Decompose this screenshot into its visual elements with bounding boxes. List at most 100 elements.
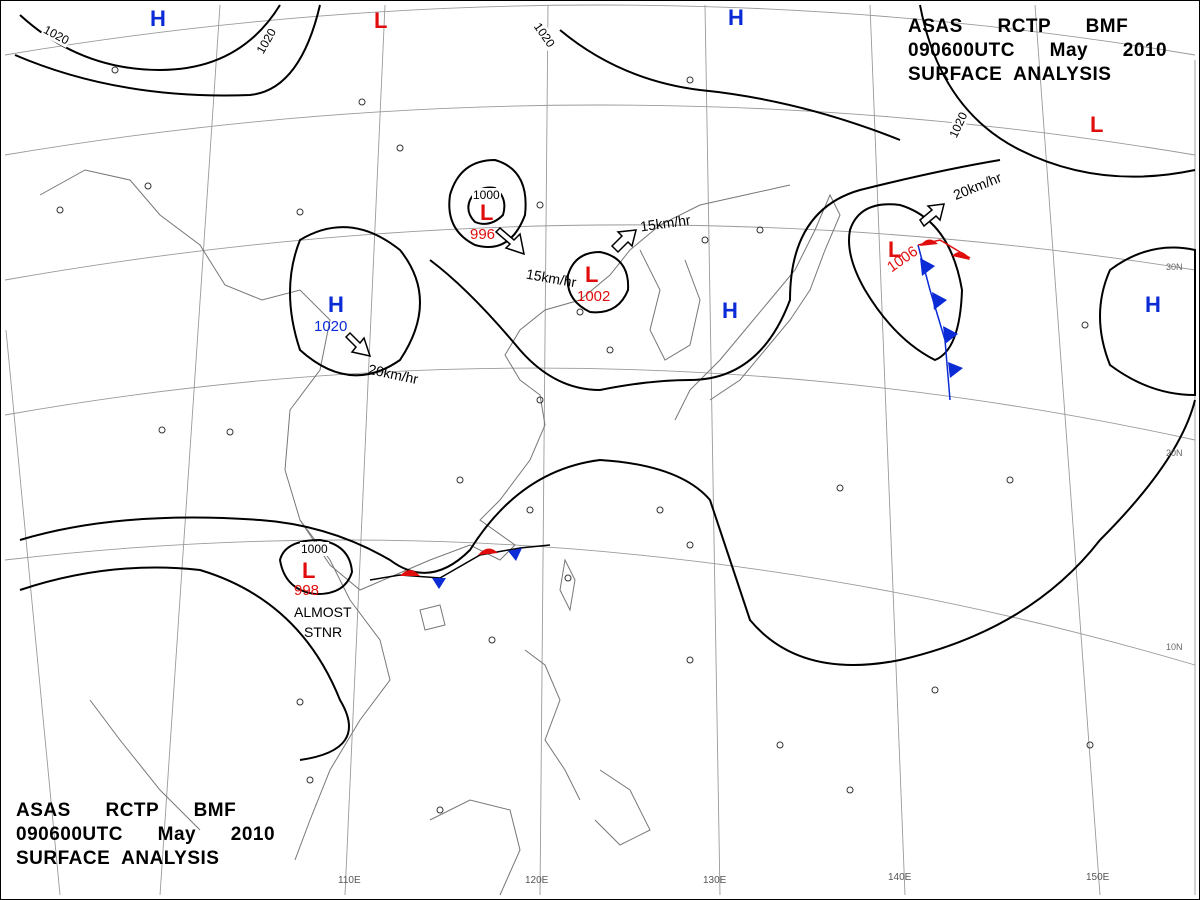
station-marker xyxy=(686,76,694,84)
stationary-annotation: ALMOST xyxy=(294,604,352,620)
station-marker xyxy=(701,236,709,244)
station-marker xyxy=(656,506,664,514)
cold-front-east-1 xyxy=(920,258,935,276)
stationary-front-line xyxy=(369,544,551,581)
arrow-high-1020 xyxy=(344,331,372,358)
header-agency: ASAS xyxy=(908,16,963,37)
coast-borneo xyxy=(429,799,521,896)
header-year: 2010 xyxy=(1122,40,1168,61)
station-marker xyxy=(836,484,844,492)
parallel-40n xyxy=(4,104,1196,156)
parallel-10n xyxy=(4,539,1196,666)
meridian-140e xyxy=(869,4,906,896)
station-marker xyxy=(56,206,64,214)
warm-front-east-2 xyxy=(952,251,970,260)
isobar-top-left-inner xyxy=(14,4,321,97)
high-pressure-marker: H xyxy=(728,5,744,30)
high-pressure-marker: H xyxy=(1145,292,1161,317)
meridian-130e xyxy=(704,4,721,896)
isobar-big-2 xyxy=(19,566,350,761)
isobar-1020-ne xyxy=(919,4,1196,178)
low-pressure-marker: L xyxy=(1090,112,1104,137)
meridian-120e xyxy=(539,4,549,896)
station-marker xyxy=(526,506,534,514)
cold-front-segment-2 xyxy=(508,548,522,561)
isobar-low-998 xyxy=(278,538,354,596)
isobar-low-north xyxy=(448,158,527,248)
station-marker xyxy=(296,208,304,216)
header-month: May xyxy=(157,824,197,845)
isobar-low-north-inner xyxy=(467,186,506,225)
parallel-30n xyxy=(4,224,1196,281)
station-marker xyxy=(686,656,694,664)
high-pressure-marker: H xyxy=(722,298,738,323)
isobars xyxy=(14,4,1196,761)
header-code: BMF xyxy=(193,800,237,821)
coast-indochina xyxy=(294,519,391,861)
coast-korea xyxy=(639,249,701,361)
longitude-label: 140E xyxy=(888,872,912,883)
station-marker xyxy=(606,346,614,354)
map-header-top: ASAS RCTP BMF 090600UTC May 2010 SURFACE… xyxy=(908,15,1167,87)
low-pressure-marker: L xyxy=(302,558,316,583)
longitude-label: 120E xyxy=(525,875,549,886)
station-marker xyxy=(536,396,544,404)
station-marker xyxy=(846,786,854,794)
isobar-label: 1000 xyxy=(472,188,501,202)
meridian-100e xyxy=(159,4,221,896)
header-line-1: ASAS RCTP BMF xyxy=(908,15,1167,39)
station-marker xyxy=(144,182,152,190)
arrow-low-1006 xyxy=(919,203,945,228)
isobar-low-1002 xyxy=(566,250,630,314)
low-pressure-value: 998 xyxy=(294,582,320,599)
station-marker xyxy=(576,308,584,316)
isobar-label: 1000 xyxy=(300,542,329,556)
coast-japan xyxy=(674,193,841,421)
station-marker xyxy=(1081,321,1089,329)
station-marker xyxy=(564,574,572,582)
parallel-20n xyxy=(4,367,1196,441)
graticule xyxy=(4,4,1196,896)
latitude-label: 20N xyxy=(1166,448,1183,458)
stationary-annotation: STNR xyxy=(304,624,343,640)
header-line-3: SURFACE ANALYSIS xyxy=(16,848,220,869)
station-marker xyxy=(776,741,784,749)
high-pressure-marker: H xyxy=(150,6,166,31)
header-station: RCTP xyxy=(997,16,1051,37)
station-marker xyxy=(536,201,544,209)
header-station: RCTP xyxy=(105,800,159,821)
station-marker xyxy=(1006,476,1014,484)
station-plots xyxy=(56,66,1094,814)
station-marker xyxy=(931,686,939,694)
isobar-east-high xyxy=(1099,246,1196,397)
station-marker xyxy=(488,636,496,644)
isobar-north-chain xyxy=(559,29,901,141)
coast-sumatra xyxy=(89,699,201,831)
cold-front-east-4 xyxy=(948,362,963,378)
isobar-mid xyxy=(429,159,1001,392)
movement-arrows xyxy=(344,203,945,358)
station-marker xyxy=(1086,741,1094,749)
fronts xyxy=(369,239,971,589)
station-marker xyxy=(436,806,444,814)
longitude-label: 150E xyxy=(1086,872,1110,883)
low-pressure-value: 1002 xyxy=(577,288,611,305)
map-header-bottom: ASAS RCTP BMF 090600UTC May 2010 SURFACE… xyxy=(16,799,275,871)
cold-front-east-2 xyxy=(932,292,947,310)
parallel-50n xyxy=(4,4,1196,56)
coast-mindanao xyxy=(594,769,651,846)
low-pressure-marker: L xyxy=(374,8,388,33)
header-time: 090600UTC xyxy=(908,40,1015,61)
warm-front-segment-1 xyxy=(400,570,420,576)
station-marker xyxy=(306,776,314,784)
station-marker xyxy=(158,426,166,434)
warm-front-segment-2 xyxy=(478,548,498,555)
longitude-label: 130E xyxy=(703,875,727,886)
isobar-low-1006 xyxy=(848,203,964,362)
station-marker xyxy=(456,476,464,484)
header-line-1: ASAS RCTP BMF xyxy=(16,799,275,823)
coast-hainan xyxy=(419,604,446,631)
high-pressure-marker: H xyxy=(328,292,344,317)
